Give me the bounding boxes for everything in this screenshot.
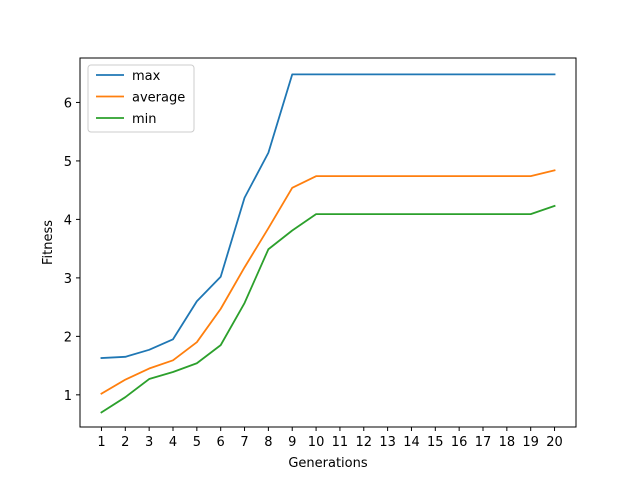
x-tick-label: 11	[332, 435, 349, 450]
y-tick-label: 5	[64, 155, 72, 170]
x-ticks: 1 2 3 4 5 6 7 8 9 10 11 12 13 14 15 16 17 18 19 20	[97, 427, 563, 450]
plot-frame	[79, 57, 577, 428]
series-line-max	[100, 73, 556, 359]
x-tick-label: 17	[475, 435, 492, 450]
x-tick-label: 9	[288, 435, 296, 450]
x-tick-label: 3	[145, 435, 153, 450]
x-tick-label: 12	[355, 435, 372, 450]
y-tick-label: 3	[64, 272, 72, 287]
y-tick-label: 1	[64, 389, 72, 404]
series-line-average	[100, 169, 556, 395]
legend-box	[87, 64, 195, 133]
x-tick-label: 14	[403, 435, 420, 450]
x-tick-label: 15	[427, 435, 444, 450]
x-tick-label: 7	[240, 435, 248, 450]
legend-label-max: max	[132, 69, 161, 84]
legend-label-min: min	[132, 112, 157, 127]
y-ticks: 1 2 3 4 5 6	[64, 96, 80, 404]
x-axis-label: Generations	[288, 456, 368, 471]
legend: max average min	[87, 64, 195, 133]
y-tick-label: 4	[64, 213, 72, 228]
x-tick-label: 13	[379, 435, 396, 450]
series-line-min	[100, 204, 556, 414]
y-tick-label: 2	[64, 330, 72, 345]
series-layer	[100, 73, 556, 414]
legend-label-average: average	[132, 91, 185, 106]
x-tick-label: 8	[264, 435, 272, 450]
x-tick-label: 20	[546, 435, 563, 450]
x-tick-label: 4	[169, 435, 177, 450]
x-tick-label: 18	[499, 435, 516, 450]
x-tick-label: 2	[121, 435, 129, 450]
x-tick-label: 19	[522, 435, 539, 450]
x-tick-label: 16	[451, 435, 468, 450]
y-axis-label: Fitness	[41, 220, 56, 265]
y-tick-label: 6	[64, 96, 72, 111]
x-tick-label: 10	[308, 435, 325, 450]
x-tick-label: 6	[217, 435, 225, 450]
x-tick-label: 5	[193, 435, 201, 450]
x-tick-label: 1	[97, 435, 105, 450]
